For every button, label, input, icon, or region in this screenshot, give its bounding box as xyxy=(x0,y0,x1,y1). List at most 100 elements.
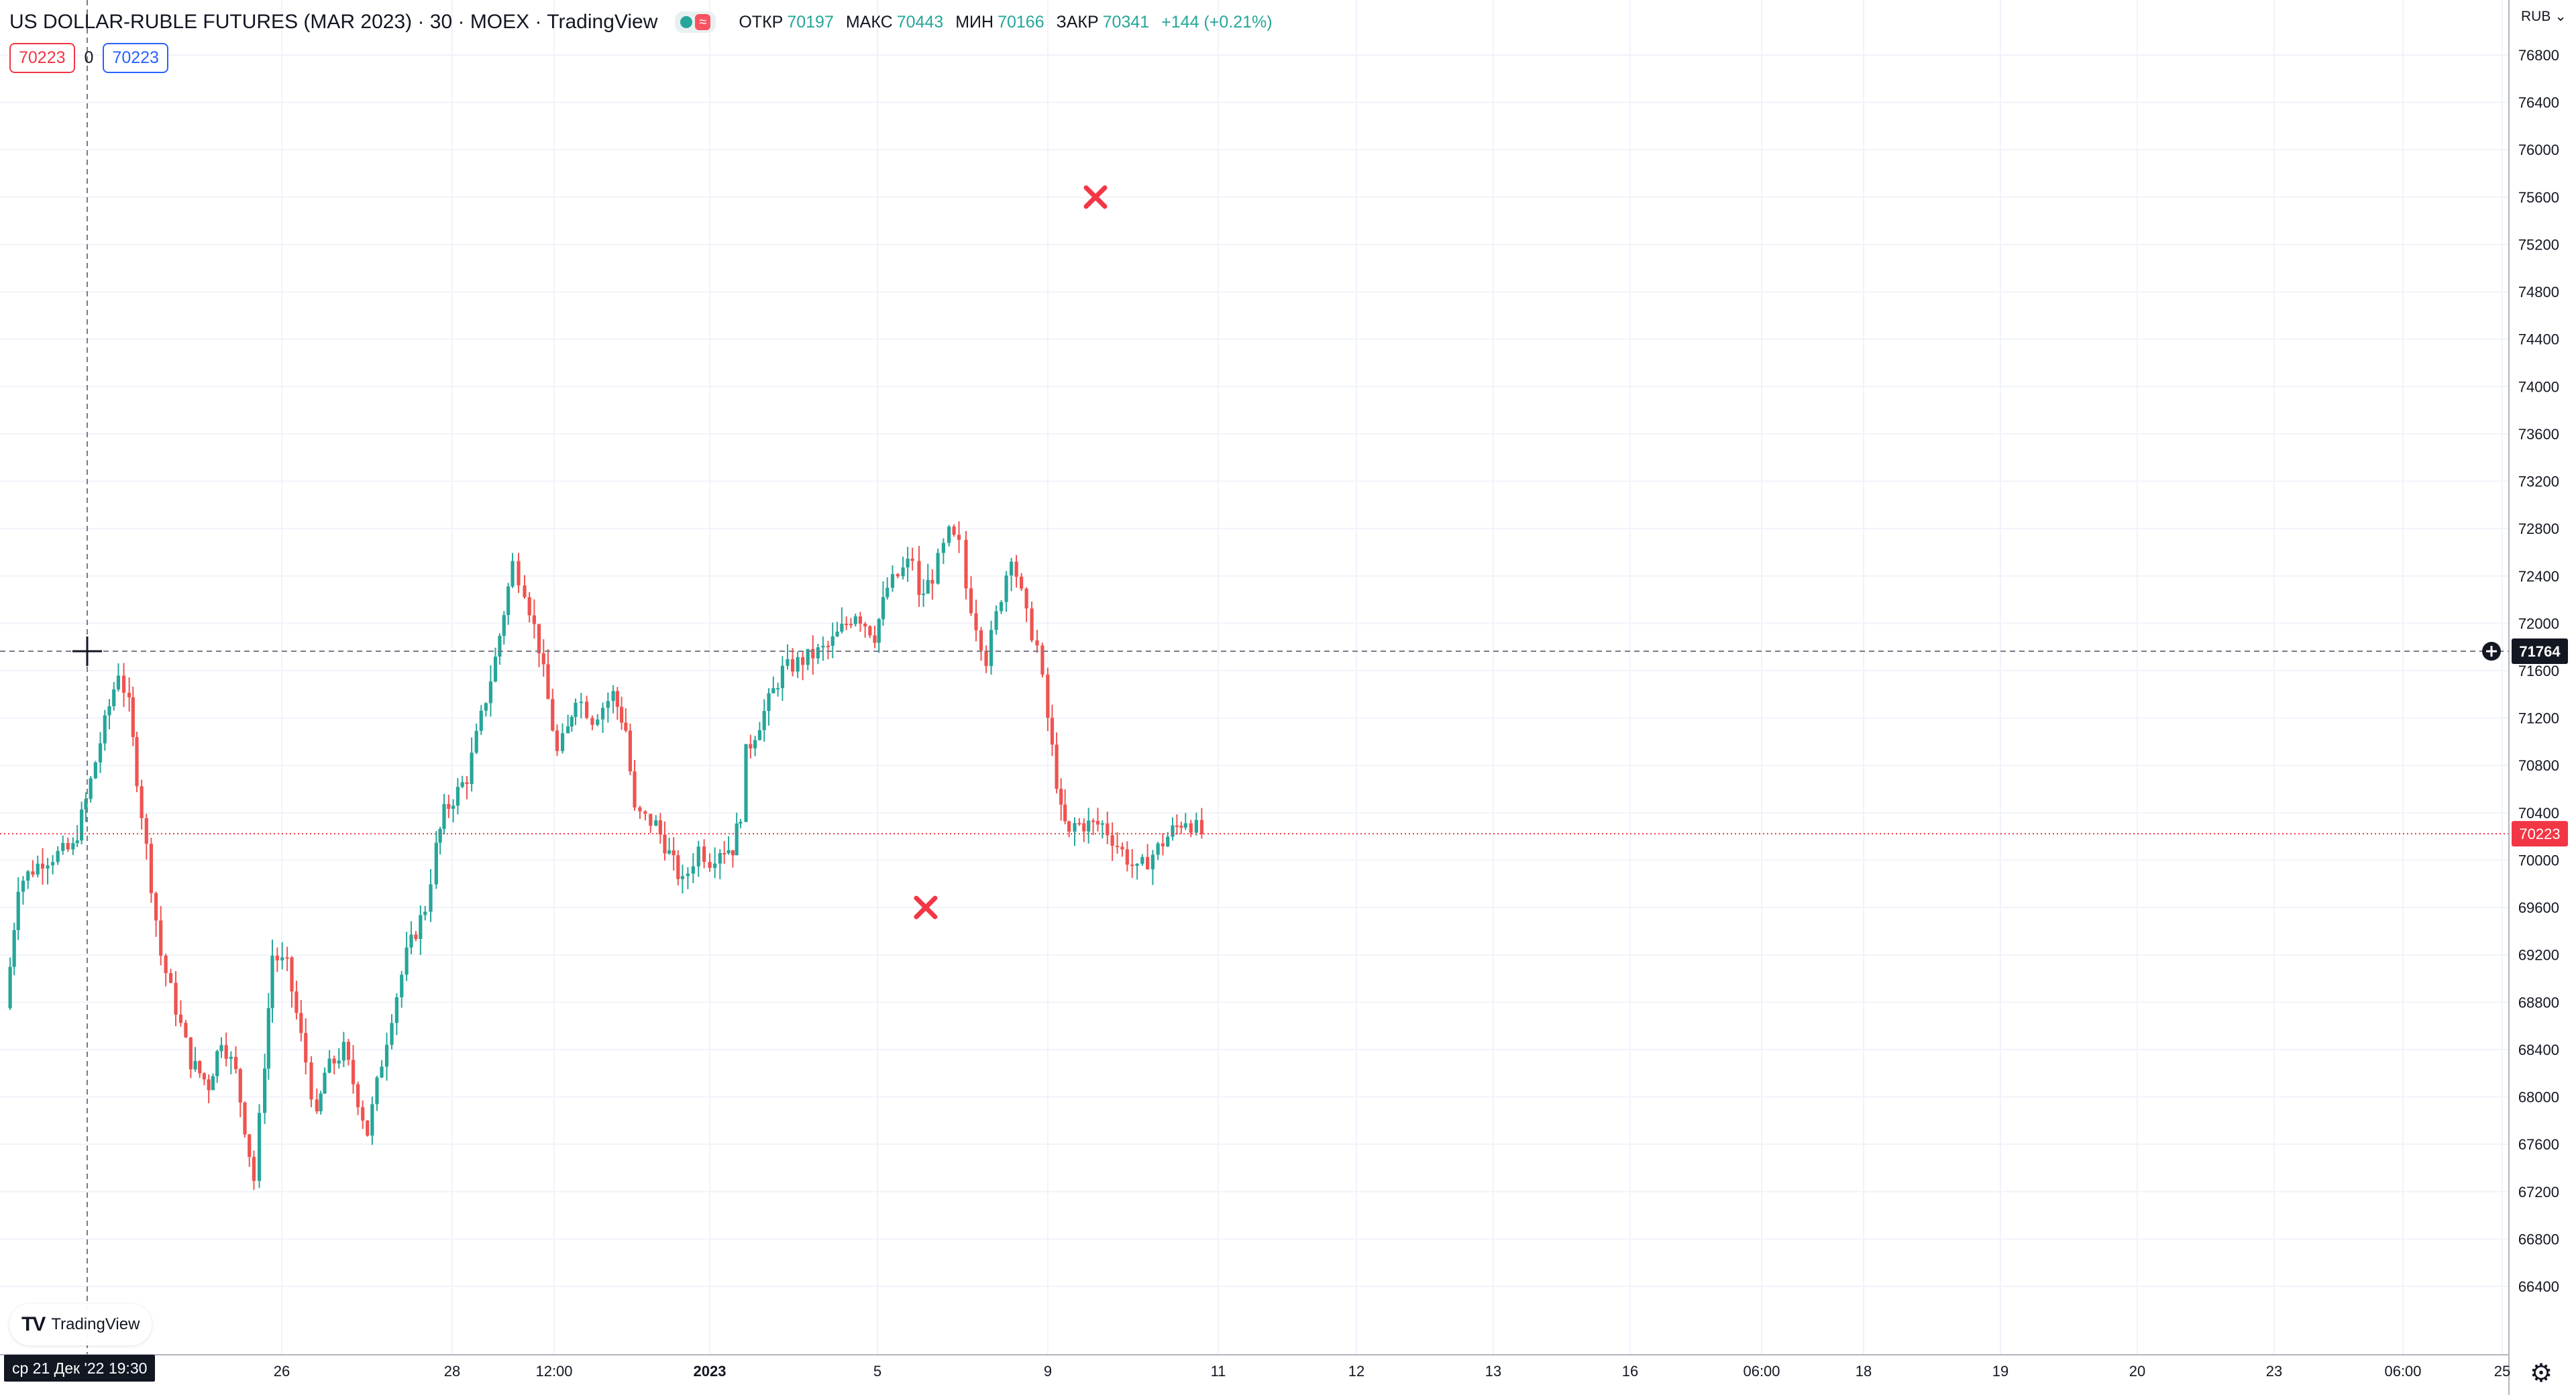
candle[interactable] xyxy=(470,737,474,792)
candle[interactable] xyxy=(502,611,506,645)
candle[interactable] xyxy=(896,573,900,579)
candle[interactable] xyxy=(633,760,637,811)
candle[interactable] xyxy=(290,956,294,1008)
candle[interactable] xyxy=(484,702,488,717)
candles[interactable] xyxy=(8,521,1203,1190)
candle[interactable] xyxy=(691,853,695,883)
candle[interactable] xyxy=(1199,807,1203,839)
candle[interactable] xyxy=(1035,629,1039,653)
candle[interactable] xyxy=(93,761,97,779)
x-marker-icon[interactable] xyxy=(914,895,938,919)
candle[interactable] xyxy=(1055,732,1059,793)
candle[interactable] xyxy=(845,616,849,630)
candle[interactable] xyxy=(952,524,956,537)
candle[interactable] xyxy=(474,723,478,755)
candle[interactable] xyxy=(193,1047,197,1072)
candle[interactable] xyxy=(12,922,16,976)
candle[interactable] xyxy=(1140,854,1144,866)
candle[interactable] xyxy=(941,538,945,564)
candle[interactable] xyxy=(579,693,583,719)
time-axis[interactable]: 26 28 12:00 2023 5 9 11 12 13 16 06:00 18 19 20 23 06:0… xyxy=(0,1354,2510,1380)
candle[interactable] xyxy=(806,649,810,671)
candle[interactable] xyxy=(517,553,521,594)
candle[interactable] xyxy=(606,692,610,723)
candle[interactable] xyxy=(390,1013,394,1050)
candle[interactable] xyxy=(1156,842,1160,860)
candle[interactable] xyxy=(384,1032,389,1081)
candle[interactable] xyxy=(1087,807,1091,844)
candle[interactable] xyxy=(419,905,423,955)
candle[interactable] xyxy=(753,736,757,757)
candle[interactable] xyxy=(816,644,820,665)
candle[interactable] xyxy=(299,1000,303,1042)
candle[interactable] xyxy=(319,1091,323,1115)
candle[interactable] xyxy=(696,840,700,877)
candle[interactable] xyxy=(1110,822,1114,861)
candle[interactable] xyxy=(1161,833,1165,856)
candle[interactable] xyxy=(686,867,690,889)
candle[interactable] xyxy=(744,744,748,823)
candle[interactable] xyxy=(323,1067,327,1095)
candle[interactable] xyxy=(762,699,766,742)
candle[interactable] xyxy=(890,565,895,592)
candle[interactable] xyxy=(211,1073,215,1091)
candle[interactable] xyxy=(304,1018,308,1074)
candle[interactable] xyxy=(429,869,433,922)
candle[interactable] xyxy=(1130,848,1134,879)
candle[interactable] xyxy=(409,921,413,954)
candle[interactable] xyxy=(835,622,839,637)
candle[interactable] xyxy=(722,841,727,864)
candle[interactable] xyxy=(1179,822,1183,834)
candle[interactable] xyxy=(1115,832,1120,854)
candle[interactable] xyxy=(337,1048,341,1069)
candle[interactable] xyxy=(506,583,511,625)
candle[interactable] xyxy=(840,607,844,634)
candle[interactable] xyxy=(999,600,1004,614)
candle[interactable] xyxy=(224,1032,228,1066)
candle[interactable] xyxy=(198,1060,202,1078)
candle[interactable] xyxy=(380,1060,384,1078)
candle[interactable] xyxy=(229,1051,233,1074)
candle[interactable] xyxy=(718,848,722,880)
candle[interactable] xyxy=(351,1045,356,1094)
candle[interactable] xyxy=(1046,667,1050,732)
candle[interactable] xyxy=(66,837,70,852)
candle[interactable] xyxy=(877,618,881,653)
candle[interactable] xyxy=(438,826,442,855)
candle[interactable] xyxy=(71,837,75,856)
candle[interactable] xyxy=(127,677,131,712)
candle[interactable] xyxy=(414,931,418,942)
candle[interactable] xyxy=(901,556,905,580)
candle[interactable] xyxy=(957,521,961,553)
candle[interactable] xyxy=(619,696,624,730)
candle[interactable] xyxy=(243,1101,247,1138)
candle[interactable] xyxy=(275,947,279,972)
candle[interactable] xyxy=(947,524,951,547)
candle[interactable] xyxy=(541,639,545,677)
symbol-title[interactable]: US DOLLAR-RUBLE FUTURES (MAR 2023) · 30 … xyxy=(9,11,658,33)
candle[interactable] xyxy=(75,825,79,847)
candle[interactable] xyxy=(731,850,735,868)
candle[interactable] xyxy=(184,1019,188,1038)
candle[interactable] xyxy=(566,714,570,734)
candle[interactable] xyxy=(638,805,642,820)
candle[interactable] xyxy=(346,1038,351,1066)
candle[interactable] xyxy=(257,1104,262,1188)
candle[interactable] xyxy=(885,577,890,600)
candle[interactable] xyxy=(1135,863,1139,880)
candle[interactable] xyxy=(26,870,30,889)
candle[interactable] xyxy=(131,686,135,746)
candle[interactable] xyxy=(537,624,541,667)
candle[interactable] xyxy=(1050,704,1055,757)
candle[interactable] xyxy=(658,813,662,844)
candle[interactable] xyxy=(615,687,619,720)
sell-price-badge[interactable]: 70223 xyxy=(9,43,75,73)
candle[interactable] xyxy=(786,644,790,670)
candle[interactable] xyxy=(527,592,531,623)
candle[interactable] xyxy=(31,860,35,877)
candle[interactable] xyxy=(366,1120,370,1137)
candle[interactable] xyxy=(1059,778,1063,821)
candle[interactable] xyxy=(498,633,502,665)
candle[interactable] xyxy=(555,724,559,757)
candle[interactable] xyxy=(790,648,795,677)
